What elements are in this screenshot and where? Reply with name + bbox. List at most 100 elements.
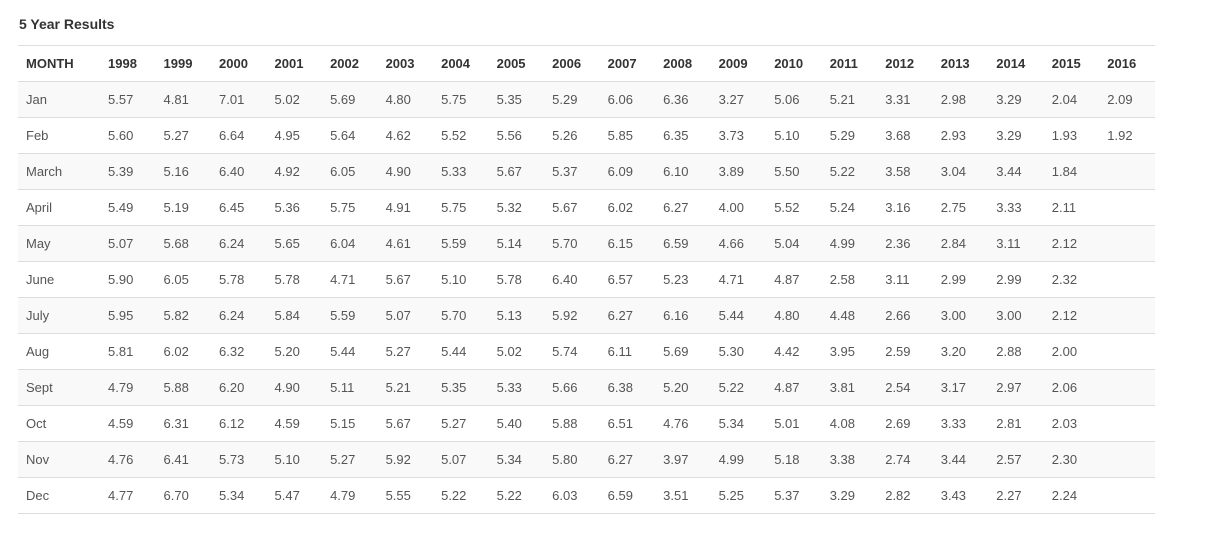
page-title: 5 Year Results	[19, 16, 115, 32]
value-cell: 5.57	[100, 81, 156, 118]
table-row: Oct 4.59 6.31 6.12 4.59 5.15 5.67 5.27 5.40 5.88 6…	[18, 405, 1155, 442]
value-cell: 5.82	[155, 297, 212, 334]
value-cell	[1099, 405, 1155, 442]
value-cell: 5.11	[322, 369, 378, 406]
table-row: May 5.07 5.68 6.24 5.65 6.04 4.61 5.59 5.14 5.70 6…	[18, 225, 1155, 262]
table-row: Jan 5.57 4.81 7.01 5.02 5.69 4.80 5.75 5.35 5.29 6…	[18, 81, 1155, 118]
column-header-year: 2010	[766, 45, 822, 82]
value-cell: 5.85	[599, 117, 656, 154]
column-header-year: 2015	[1043, 45, 1100, 82]
value-cell: 6.05	[155, 261, 212, 298]
value-cell: 3.58	[877, 153, 933, 190]
value-cell: 3.43	[932, 477, 989, 514]
value-cell: 2.04	[1043, 81, 1100, 118]
value-cell: 5.67	[488, 153, 545, 190]
column-header-year: 1999	[155, 45, 212, 82]
table-body: Jan 5.57 4.81 7.01 5.02 5.69 4.80 5.75 5.35 5.29 6…	[18, 81, 1155, 514]
value-cell: 3.11	[988, 225, 1044, 262]
value-cell: 4.90	[377, 153, 434, 190]
value-cell: 5.56	[488, 117, 545, 154]
value-cell: 6.09	[599, 153, 656, 190]
value-cell: 6.70	[155, 477, 212, 514]
value-cell: 2.06	[1043, 369, 1100, 406]
value-cell: 5.75	[433, 189, 489, 226]
table-row: Aug 5.81 6.02 6.32 5.20 5.44 5.27 5.44 5.02 5.74 6…	[18, 333, 1155, 370]
value-cell: 6.41	[155, 441, 212, 478]
value-cell: 4.87	[766, 369, 822, 406]
value-cell: 4.91	[377, 189, 434, 226]
value-cell: 2.12	[1043, 297, 1100, 334]
value-cell: 5.07	[377, 297, 434, 334]
value-cell: 5.26	[544, 117, 600, 154]
value-cell: 5.10	[433, 261, 489, 298]
value-cell: 2.69	[877, 405, 933, 442]
value-cell: 5.23	[655, 261, 711, 298]
month-cell: Dec	[18, 477, 100, 514]
value-cell	[1099, 225, 1155, 262]
value-cell: 6.20	[211, 369, 267, 406]
value-cell: 4.66	[710, 225, 767, 262]
value-cell: 6.45	[211, 189, 267, 226]
value-cell: 2.84	[932, 225, 989, 262]
value-cell: 5.29	[821, 117, 878, 154]
value-cell: 5.75	[322, 189, 378, 226]
column-header-year: 2000	[211, 45, 267, 82]
value-cell: 6.10	[655, 153, 711, 190]
value-cell: 2.09	[1099, 81, 1155, 118]
value-cell: 5.19	[155, 189, 212, 226]
value-cell: 2.75	[932, 189, 989, 226]
value-cell: 5.34	[710, 405, 767, 442]
value-cell: 5.10	[766, 117, 822, 154]
month-cell: Sept	[18, 369, 100, 406]
value-cell: 4.95	[266, 117, 323, 154]
value-cell: 2.97	[988, 369, 1044, 406]
value-cell: 4.79	[322, 477, 378, 514]
value-cell: 5.34	[488, 441, 545, 478]
value-cell: 5.21	[377, 369, 434, 406]
month-cell: April	[18, 189, 100, 226]
table-row: April 5.49 5.19 6.45 5.36 5.75 4.91 5.75 5.32 5.6…	[18, 189, 1155, 226]
value-cell: 5.92	[377, 441, 434, 478]
value-cell: 5.20	[655, 369, 711, 406]
value-cell: 5.33	[433, 153, 489, 190]
value-cell: 5.73	[211, 441, 267, 478]
month-cell: Aug	[18, 333, 100, 370]
value-cell: 3.16	[877, 189, 933, 226]
value-cell: 3.38	[821, 441, 878, 478]
value-cell: 4.61	[377, 225, 434, 262]
value-cell: 5.60	[100, 117, 156, 154]
value-cell: 6.05	[322, 153, 378, 190]
value-cell: 5.90	[100, 261, 156, 298]
value-cell	[1099, 441, 1155, 478]
month-cell: Feb	[18, 117, 100, 154]
value-cell: 6.27	[599, 297, 656, 334]
value-cell: 5.49	[100, 189, 156, 226]
value-cell: 5.07	[433, 441, 489, 478]
value-cell: 4.80	[766, 297, 822, 334]
value-cell: 5.27	[433, 405, 489, 442]
value-cell: 6.24	[211, 297, 267, 334]
value-cell: 5.18	[766, 441, 822, 478]
value-cell: 5.84	[266, 297, 323, 334]
value-cell: 5.65	[266, 225, 323, 262]
value-cell: 5.74	[544, 333, 600, 370]
value-cell: 6.24	[211, 225, 267, 262]
value-cell: 2.00	[1043, 333, 1100, 370]
value-cell: 6.04	[322, 225, 378, 262]
value-cell: 5.13	[488, 297, 545, 334]
value-cell: 2.99	[932, 261, 989, 298]
value-cell: 3.44	[932, 441, 989, 478]
value-cell: 6.51	[599, 405, 656, 442]
value-cell: 2.12	[1043, 225, 1100, 262]
value-cell: 6.64	[211, 117, 267, 154]
month-cell: Jan	[18, 81, 100, 118]
value-cell: 4.79	[100, 369, 156, 406]
value-cell: 3.04	[932, 153, 989, 190]
value-cell: 5.20	[266, 333, 323, 370]
value-cell: 5.47	[266, 477, 323, 514]
value-cell: 5.69	[322, 81, 378, 118]
value-cell: 6.03	[544, 477, 600, 514]
column-header-year: 2009	[710, 45, 767, 82]
value-cell: 2.11	[1043, 189, 1100, 226]
value-cell: 4.71	[322, 261, 378, 298]
